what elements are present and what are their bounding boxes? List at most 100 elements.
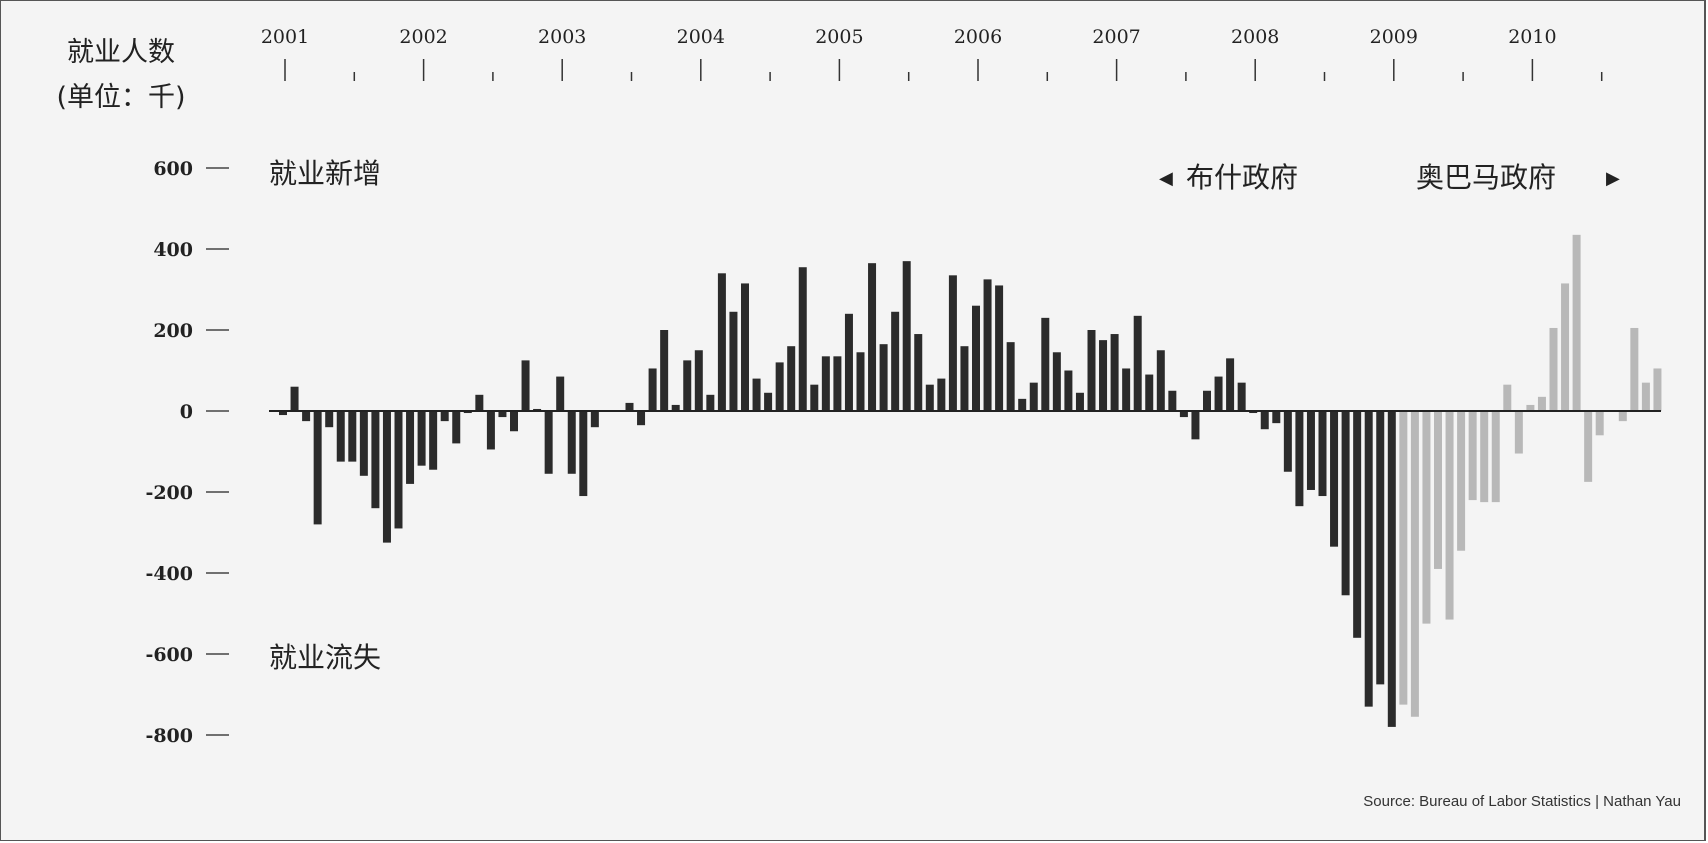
- obama-bar: [1422, 411, 1431, 624]
- bush-bar: [764, 392, 773, 411]
- bush-bar: [902, 261, 911, 411]
- left-arrow-icon: ◀: [1159, 168, 1173, 189]
- chart-title: 就业人数: [67, 37, 175, 68]
- bush-bar: [1330, 411, 1339, 547]
- bush-bar: [325, 411, 334, 428]
- bush-bar: [510, 411, 518, 432]
- y-tick-label: 0: [180, 401, 193, 423]
- bush-bar: [1122, 368, 1131, 411]
- bush-bar: [1341, 411, 1350, 596]
- obama-bar: [1584, 411, 1593, 482]
- bars: [279, 234, 1662, 727]
- bush-bar: [371, 411, 380, 509]
- bush-bar: [729, 311, 738, 411]
- bush-bar: [1052, 352, 1061, 411]
- bush-bar: [972, 305, 980, 411]
- y-tick-label: 200: [153, 320, 193, 342]
- bush-bar: [717, 273, 726, 411]
- bush-bar: [798, 267, 807, 411]
- year-axis: 2001 2002 2003 2004 2005 2006 2007 2008 2009 2010: [261, 26, 1603, 81]
- bush-bar: [1364, 411, 1373, 707]
- year-label: 2007: [1092, 26, 1140, 48]
- bush-bar: [313, 411, 322, 525]
- bush-bar: [1387, 411, 1396, 727]
- y-tick-label: 400: [153, 239, 193, 261]
- bush-bar: [1064, 370, 1073, 411]
- bush-bar: [1168, 390, 1177, 411]
- obama-bar: [1561, 283, 1570, 411]
- year-label: 2002: [399, 26, 447, 48]
- obama-bar: [1641, 382, 1650, 411]
- bush-bar: [844, 313, 853, 411]
- obama-bar: [1595, 411, 1604, 436]
- bush-bar: [1099, 340, 1108, 411]
- bush-bar: [1260, 411, 1269, 430]
- year-label: 2009: [1370, 26, 1418, 48]
- chart-unit: (单位：千): [56, 82, 185, 113]
- year-label: 2003: [538, 26, 586, 48]
- bush-bar: [452, 411, 461, 444]
- bush-bar: [1110, 334, 1119, 411]
- bush-bar: [1306, 411, 1315, 490]
- bush-bar: [1237, 382, 1246, 411]
- year-label: 2010: [1508, 26, 1556, 48]
- y-tick-label: -200: [145, 482, 193, 504]
- bush-bar: [429, 411, 438, 470]
- bush-bar: [1203, 390, 1211, 411]
- obama-bar: [1445, 411, 1454, 620]
- bush-bar: [1179, 411, 1188, 418]
- right-arrow-icon: ▶: [1606, 168, 1620, 189]
- y-tick-label: -400: [145, 563, 193, 585]
- bush-bar: [463, 411, 472, 414]
- bush-bar: [590, 411, 599, 428]
- bush-bar: [683, 360, 692, 411]
- obama-bar: [1399, 411, 1408, 705]
- bush-bar: [1029, 382, 1038, 411]
- bush-bar: [336, 411, 345, 462]
- bush-bar: [440, 411, 449, 422]
- bush-bar: [983, 279, 992, 411]
- obama-bar: [1630, 327, 1639, 411]
- bush-bar: [1156, 350, 1165, 411]
- bush-bar: [1353, 411, 1362, 638]
- bush-bar: [960, 346, 969, 411]
- y-tick-label: 600: [153, 158, 193, 180]
- bush-bar: [290, 386, 299, 411]
- bush-bar: [706, 394, 715, 411]
- obama-bar: [1618, 411, 1627, 422]
- year-label: 2004: [677, 26, 725, 48]
- obama-bar: [1537, 396, 1546, 411]
- bush-bar: [1272, 411, 1281, 424]
- y-tick-label: -600: [145, 644, 193, 666]
- bush-bar: [579, 411, 588, 497]
- obama-bar: [1410, 411, 1419, 717]
- bush-bar: [1214, 376, 1223, 411]
- bush-bar: [856, 352, 865, 411]
- bush-bar: [417, 411, 426, 466]
- obama-bar: [1491, 411, 1500, 503]
- bush-bar: [567, 411, 576, 474]
- bush-bar: [544, 411, 553, 474]
- year-label: 2008: [1231, 26, 1279, 48]
- year-label: 2005: [815, 26, 863, 48]
- obama-bar: [1434, 411, 1442, 569]
- bush-bar: [775, 362, 784, 411]
- bush-bar: [498, 411, 507, 418]
- bush-bar: [348, 411, 357, 462]
- bush-bar: [914, 334, 923, 411]
- obama-bar: [1457, 411, 1466, 551]
- bush-bar: [787, 346, 796, 411]
- bush-bar: [394, 411, 403, 529]
- bush-bar: [279, 411, 287, 416]
- bush-bar: [833, 356, 842, 411]
- bush-bar: [475, 394, 484, 411]
- bush-bar: [948, 275, 957, 411]
- bush-bar: [1283, 411, 1292, 472]
- bush-bar: [1041, 317, 1050, 411]
- gain-label: 就业新增: [269, 157, 381, 190]
- bush-bar: [1249, 411, 1258, 414]
- bush-bar: [995, 285, 1004, 411]
- bush-bar: [533, 408, 542, 411]
